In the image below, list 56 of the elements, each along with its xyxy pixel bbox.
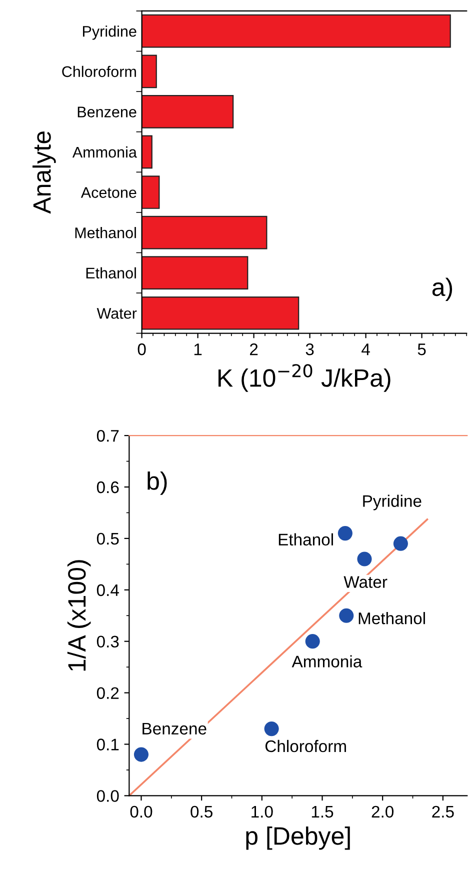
x-tick-label: 0 — [138, 343, 146, 356]
annotation: Pyridine — [363, 494, 422, 510]
point — [339, 608, 354, 623]
x-axis-title: p [Debye] — [246, 826, 350, 850]
y-tick-label: Water — [96, 308, 137, 319]
bar — [142, 296, 300, 330]
y-tick-label: Benzene — [78, 106, 136, 118]
y-tick-label: 0.5 — [96, 532, 119, 545]
annotation: Water — [344, 576, 388, 588]
x-tick-label: 1.5 — [312, 806, 334, 818]
y-tick-label: Chloroform — [62, 66, 136, 78]
y-tick-label: Methanol — [75, 227, 136, 238]
y-tick-label: 0.4 — [96, 584, 119, 596]
annotation: Ethanol — [278, 533, 333, 546]
y-tick-label: 0.7 — [96, 430, 119, 442]
x-tick-label: 2.5 — [432, 806, 454, 818]
bar — [142, 14, 451, 48]
x-tick-label: 1 — [194, 344, 202, 356]
annotation: Methanol — [358, 612, 425, 624]
point — [393, 536, 408, 551]
bar — [142, 135, 152, 169]
annotation: Chloroform — [265, 740, 346, 752]
point — [357, 552, 372, 566]
y-tick-label: Pyridine — [83, 26, 136, 40]
point — [305, 634, 320, 649]
bar — [142, 256, 248, 290]
annotation: Ammonia — [292, 655, 362, 668]
y-tick-label: Acetone — [80, 187, 136, 198]
x-tick-label: 0.0 — [130, 806, 152, 818]
y-tick-label: 0.1 — [96, 738, 119, 750]
bar — [142, 216, 268, 250]
point — [264, 722, 279, 736]
y-tick-label: Ethanol — [86, 267, 136, 279]
x-tick-label: 4 — [362, 344, 370, 356]
y-tick-label: 0.6 — [96, 481, 119, 494]
x-tick-label: 2 — [250, 343, 258, 356]
y-axis-title: 1/A (x100) — [67, 560, 91, 671]
bar — [142, 176, 160, 209]
y-tick-label: 0.0 — [96, 790, 119, 802]
bar — [142, 95, 234, 128]
x-tick-label: 3 — [306, 343, 314, 356]
annotation: a) — [432, 278, 452, 302]
y-tick-label: 0.2 — [96, 687, 119, 699]
point — [134, 747, 149, 762]
x-tick-label: 0.5 — [190, 806, 212, 818]
annotation: Benzene — [142, 722, 206, 735]
y-tick-label: 0.3 — [96, 636, 119, 648]
bar — [142, 54, 157, 88]
x-axis-title: K (10$^{−20}$ J/kPa) — [218, 364, 390, 392]
x-tick-label: 1.0 — [252, 806, 273, 818]
y-axis-title: Analyte — [32, 132, 56, 214]
point — [338, 526, 352, 541]
y-tick-label: Ammonia — [72, 146, 137, 158]
x-tick-label: 5 — [418, 344, 426, 356]
x-tick-label: 2.0 — [372, 806, 394, 818]
annotation: b) — [148, 472, 167, 495]
